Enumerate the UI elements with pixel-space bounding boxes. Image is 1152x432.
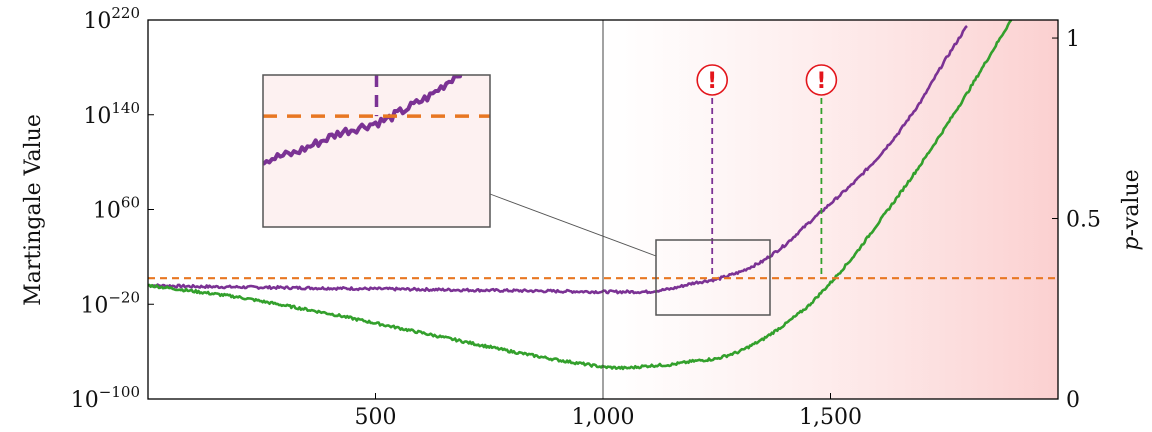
y-tick-label: 1060 — [93, 194, 140, 224]
y-axis-label: Martingale Value — [21, 114, 46, 306]
y2-axis-label-italic: p — [1119, 237, 1144, 251]
alert-symbol: ! — [707, 69, 717, 94]
y2-tick-label: 1 — [1066, 27, 1080, 52]
y2-axis-label-rest: -value — [1119, 169, 1144, 236]
inset-frame — [262, 74, 491, 228]
x-tick-label: 1,000 — [572, 405, 635, 430]
y-tick-label: 10−100 — [71, 383, 140, 413]
series-line-1 — [148, 20, 1013, 371]
alert-icon — [805, 64, 838, 96]
alert-symbol: ! — [816, 69, 826, 94]
y2-tick-label: 0.5 — [1066, 208, 1101, 233]
y2-tick-label: 0 — [1066, 388, 1080, 413]
inset-series-line — [263, 75, 463, 166]
x-tick-label: 1,500 — [799, 405, 862, 430]
zoom-connector-line — [489, 193, 657, 257]
zoom-region-box — [655, 239, 771, 316]
y-tick-label: 10220 — [83, 4, 140, 34]
inset-plot — [263, 75, 490, 166]
x-tick-label: 500 — [355, 405, 397, 430]
series-line-0 — [148, 25, 968, 295]
plot-area — [148, 20, 1058, 399]
detection-markers: !! — [696, 64, 838, 279]
alert-icon — [696, 64, 729, 96]
y-tick-label: 10−20 — [80, 288, 140, 318]
y-tick-label: 10140 — [83, 99, 140, 129]
axis-ticks: 500 1,000 1,500 10−100 10−20 1060 10140 10220 0 0… — [71, 4, 1101, 430]
y2-axis-label: p-value — [1119, 169, 1144, 250]
